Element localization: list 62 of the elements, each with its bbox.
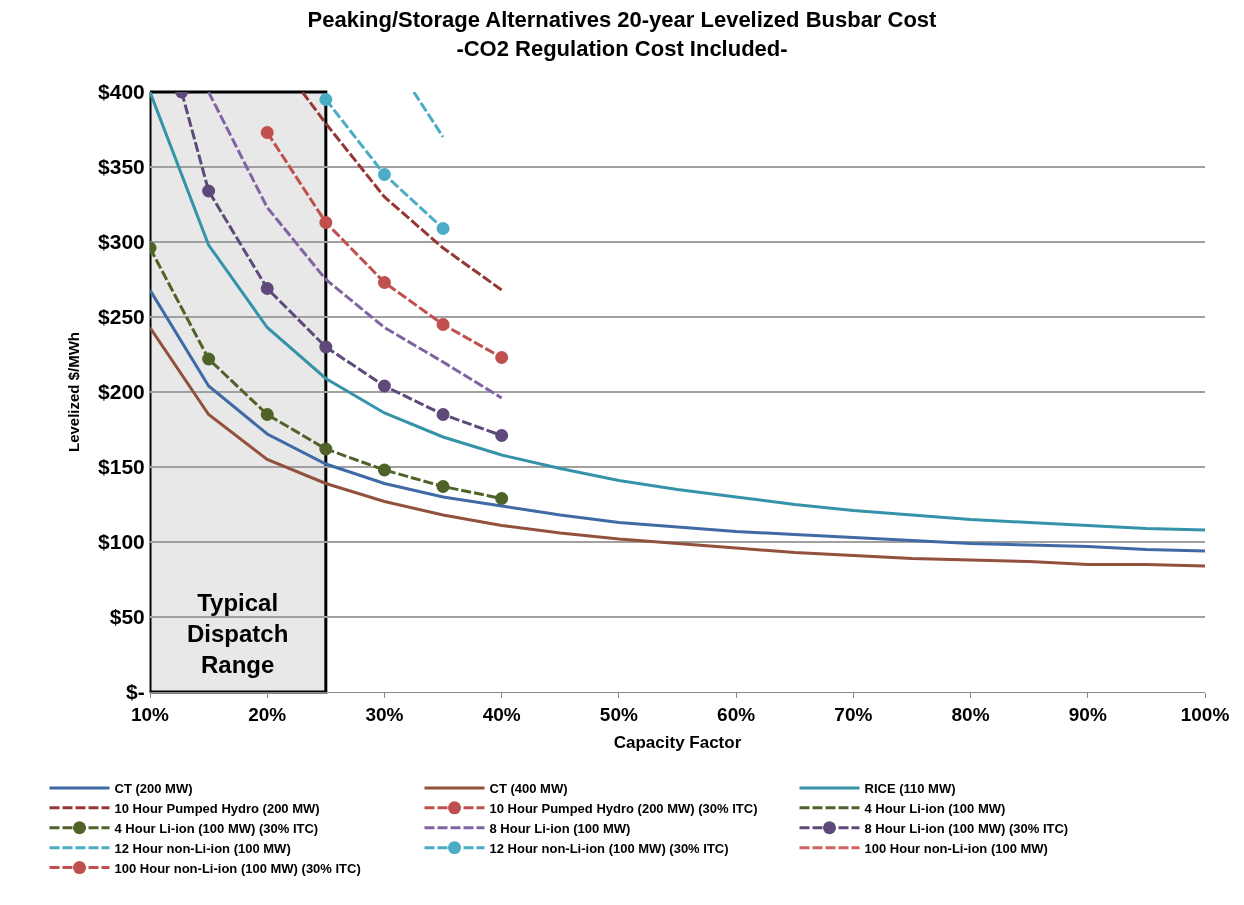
line-series — [300, 92, 504, 292]
y-tick-label: $100 — [98, 530, 145, 554]
point — [319, 93, 333, 106]
point — [260, 126, 274, 139]
x-tick-label: 20% — [248, 703, 287, 725]
point — [202, 352, 216, 366]
legend-label: 100 Hour non-Li-ion (100 MW) — [864, 840, 1048, 856]
point — [260, 408, 274, 421]
x-tick-label: 40% — [482, 703, 521, 725]
line-series — [207, 92, 504, 400]
point — [495, 492, 509, 505]
point — [319, 340, 333, 354]
y-tick-label: $300 — [98, 230, 145, 254]
point — [377, 463, 391, 477]
x-tick-label: 50% — [599, 703, 639, 725]
y-tick-label: $400 — [98, 80, 145, 104]
legend-label: 10 Hour Pumped Hydro (200 MW) — [114, 800, 320, 816]
y-tick-label: $350 — [98, 155, 145, 179]
point — [260, 282, 274, 295]
point — [319, 216, 333, 229]
y-tick-label: $250 — [98, 305, 145, 329]
chart-subtitle: -CO2 Regulation Cost Included- — [456, 35, 788, 61]
x-tick-label: 70% — [834, 703, 873, 725]
legend-label: 12 Hour non-Li-ion (100 MW) — [114, 840, 291, 856]
x-tick-label: 90% — [1068, 703, 1107, 725]
legend-label: 8 Hour Li-ion (100 MW) — [489, 820, 631, 836]
line-series — [150, 92, 1205, 532]
x-tick-label: 10% — [130, 703, 170, 725]
point — [436, 408, 450, 421]
x-axis-title: Capacity Factor — [613, 733, 742, 753]
y-tick-label: $50 — [109, 605, 145, 629]
legend-label: 12 Hour non-Li-ion (100 MW) (30% ITC) — [489, 840, 729, 856]
point — [436, 222, 450, 235]
y-axis-title: Levelized $/MWh — [65, 331, 83, 453]
legend-label: 100 Hour non-Li-ion (100 MW) (30% ITC) — [114, 860, 361, 876]
legend-label: CT (400 MW) — [489, 781, 568, 797]
point — [377, 379, 391, 393]
point — [436, 318, 450, 331]
line-series — [150, 326, 1205, 568]
legend-label: 10 Hour Pumped Hydro (200 MW) (30% ITC) — [489, 800, 758, 816]
y-tick-label: $200 — [98, 380, 145, 404]
x-tick-label: 30% — [365, 703, 404, 725]
y-tick-label: $- — [126, 680, 145, 704]
x-tick-label: 60% — [717, 703, 756, 725]
point — [436, 480, 450, 493]
point — [202, 184, 216, 198]
y-tick-label: $150 — [98, 455, 145, 479]
point — [495, 429, 509, 442]
legend-label: CT (200 MW) — [114, 781, 193, 797]
line-series — [150, 288, 1205, 553]
chart-title: Peaking/Storage Alternatives 20-year Levelized Busbar Cost — [307, 7, 938, 33]
x-tick-label: 80% — [951, 703, 990, 725]
point — [319, 442, 333, 456]
x-tick-label: 100% — [1180, 703, 1230, 725]
legend-label: 4 Hour Li-ion (100 MW) (30% ITC) — [114, 820, 319, 836]
point — [377, 168, 391, 181]
band-label: Typical Dispatch Range — [187, 589, 289, 679]
legend-label: RICE (110 MW) — [864, 781, 956, 797]
legend-label: 8 Hour Li-ion (100 MW) (30% ITC) — [864, 820, 1069, 836]
point — [377, 276, 391, 289]
point — [495, 351, 509, 364]
legend-label: 4 Hour Li-ion (100 MW) — [864, 800, 1006, 816]
